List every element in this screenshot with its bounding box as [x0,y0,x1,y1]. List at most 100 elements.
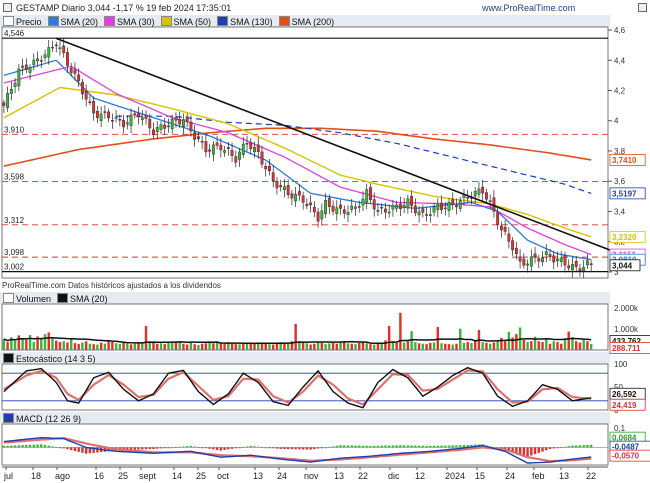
price-y-tick-label: 4,2 [614,87,626,96]
macd-histogram-bar [556,447,559,449]
volume-bar [253,343,256,350]
candle-down [380,206,384,209]
volume-bar [309,344,312,350]
volume-bar [242,343,245,350]
volume-bar [522,339,526,350]
price-legend-swatch [104,16,116,26]
macd-histogram-bar [238,447,241,449]
candle-up [32,59,36,65]
volume-bar [387,325,391,350]
candle-down [103,111,107,113]
macd-histogram-bar [380,445,383,448]
volume-bar [21,338,24,350]
volume-bar [574,341,578,350]
candle-down [73,69,77,74]
candle-up [159,124,163,130]
price-legend-item[interactable]: SMA (20) [47,16,98,27]
level-label: 3,098 [4,248,25,257]
volume-bar [425,344,428,350]
candle-down [268,165,271,171]
candle-up [354,206,357,209]
volume-bar [563,338,567,350]
candle-up [238,151,241,160]
price-legend-item[interactable]: SMA (200) [278,16,334,27]
macd-histogram-bar [245,446,249,448]
collapse-icon[interactable] [3,3,12,12]
candle-up [365,189,369,203]
volume-legend-swatch [3,293,14,303]
macd-histogram-bar [511,447,514,453]
candle-up [36,58,39,62]
trendline [55,37,611,251]
stoch-legend-item[interactable]: Estocástico (14 3 5) [3,353,96,364]
macd-histogram-bar [436,445,440,448]
candle-up [387,211,391,214]
volume-bar [77,343,80,350]
candle-down [200,141,204,143]
candle-down [481,186,485,194]
volume-bar [275,343,279,350]
volume-legend-item[interactable]: SMA (20) [57,293,108,304]
candle-up [559,257,563,262]
price-y-tick-label: 3,8 [614,147,626,156]
price-legend-swatch [160,16,172,26]
time-tick-label: 13 [253,471,263,481]
volume-bar [249,342,252,350]
brand-link[interactable]: www.ProRealTime.com [482,3,576,13]
volume-bar [286,342,290,350]
candle-down [440,202,443,210]
stoch-legend: Estocástico (14 3 5) [3,353,102,364]
volume-bar [84,341,88,350]
candle-down [152,129,155,135]
candle-up [241,143,245,155]
macd-signal-line [3,436,592,463]
volume-bar [36,336,39,350]
volume-bar [305,343,309,350]
macd-histogram-bar [589,444,593,448]
time-tick-label: 18 [31,471,41,481]
macd-histogram-bar [144,447,148,450]
macd-histogram-bar [230,447,234,449]
volume-bar [335,343,339,350]
volume-legend-swatch [57,293,69,303]
volume-bar [328,343,331,350]
volume-legend: Volumen SMA (20) [3,293,114,304]
price-legend-item[interactable]: SMA (130) [217,16,273,27]
volume-bar [212,343,215,350]
volume-bar [182,343,185,350]
candle-down [312,207,316,213]
close-icon[interactable] [638,3,647,12]
candle-up [544,251,548,255]
candle-down [384,208,387,213]
macd-legend-item[interactable]: MACD (12 26 9) [3,413,81,424]
candle-down [271,172,275,181]
candle-up [114,117,118,119]
macd-histogram-bar [40,444,43,448]
volume-bar [66,342,69,350]
candle-up [432,206,436,213]
price-legend-item[interactable]: Precio [3,16,42,27]
macd-histogram-bar [518,447,522,455]
volume-bar [391,341,395,350]
volume-bar [92,344,95,350]
macd-value-tag: 0,0684 [612,434,637,443]
macd-histogram-bar [219,447,223,451]
price-legend-item[interactable]: SMA (30) [104,16,155,27]
volume-bar [137,342,140,350]
volume-bar [208,342,211,350]
stoch-legend-label: Estocástico (14 3 5) [16,354,96,364]
macd-histogram-bar [260,447,264,448]
volume-bar [107,341,110,350]
macd-histogram-bar [32,444,36,448]
macd-value-tag: -0,0570 [612,452,640,461]
price-legend-item[interactable]: SMA (50) [160,16,211,27]
candle-down [413,205,417,214]
macd-histogram-bar [578,445,582,448]
candle-down [204,141,208,153]
candle-up [376,209,380,212]
volume-bar [324,344,327,350]
volume-legend-item[interactable]: Volumen [3,293,51,304]
sma30-line [3,65,592,256]
volume-bar [556,342,559,350]
